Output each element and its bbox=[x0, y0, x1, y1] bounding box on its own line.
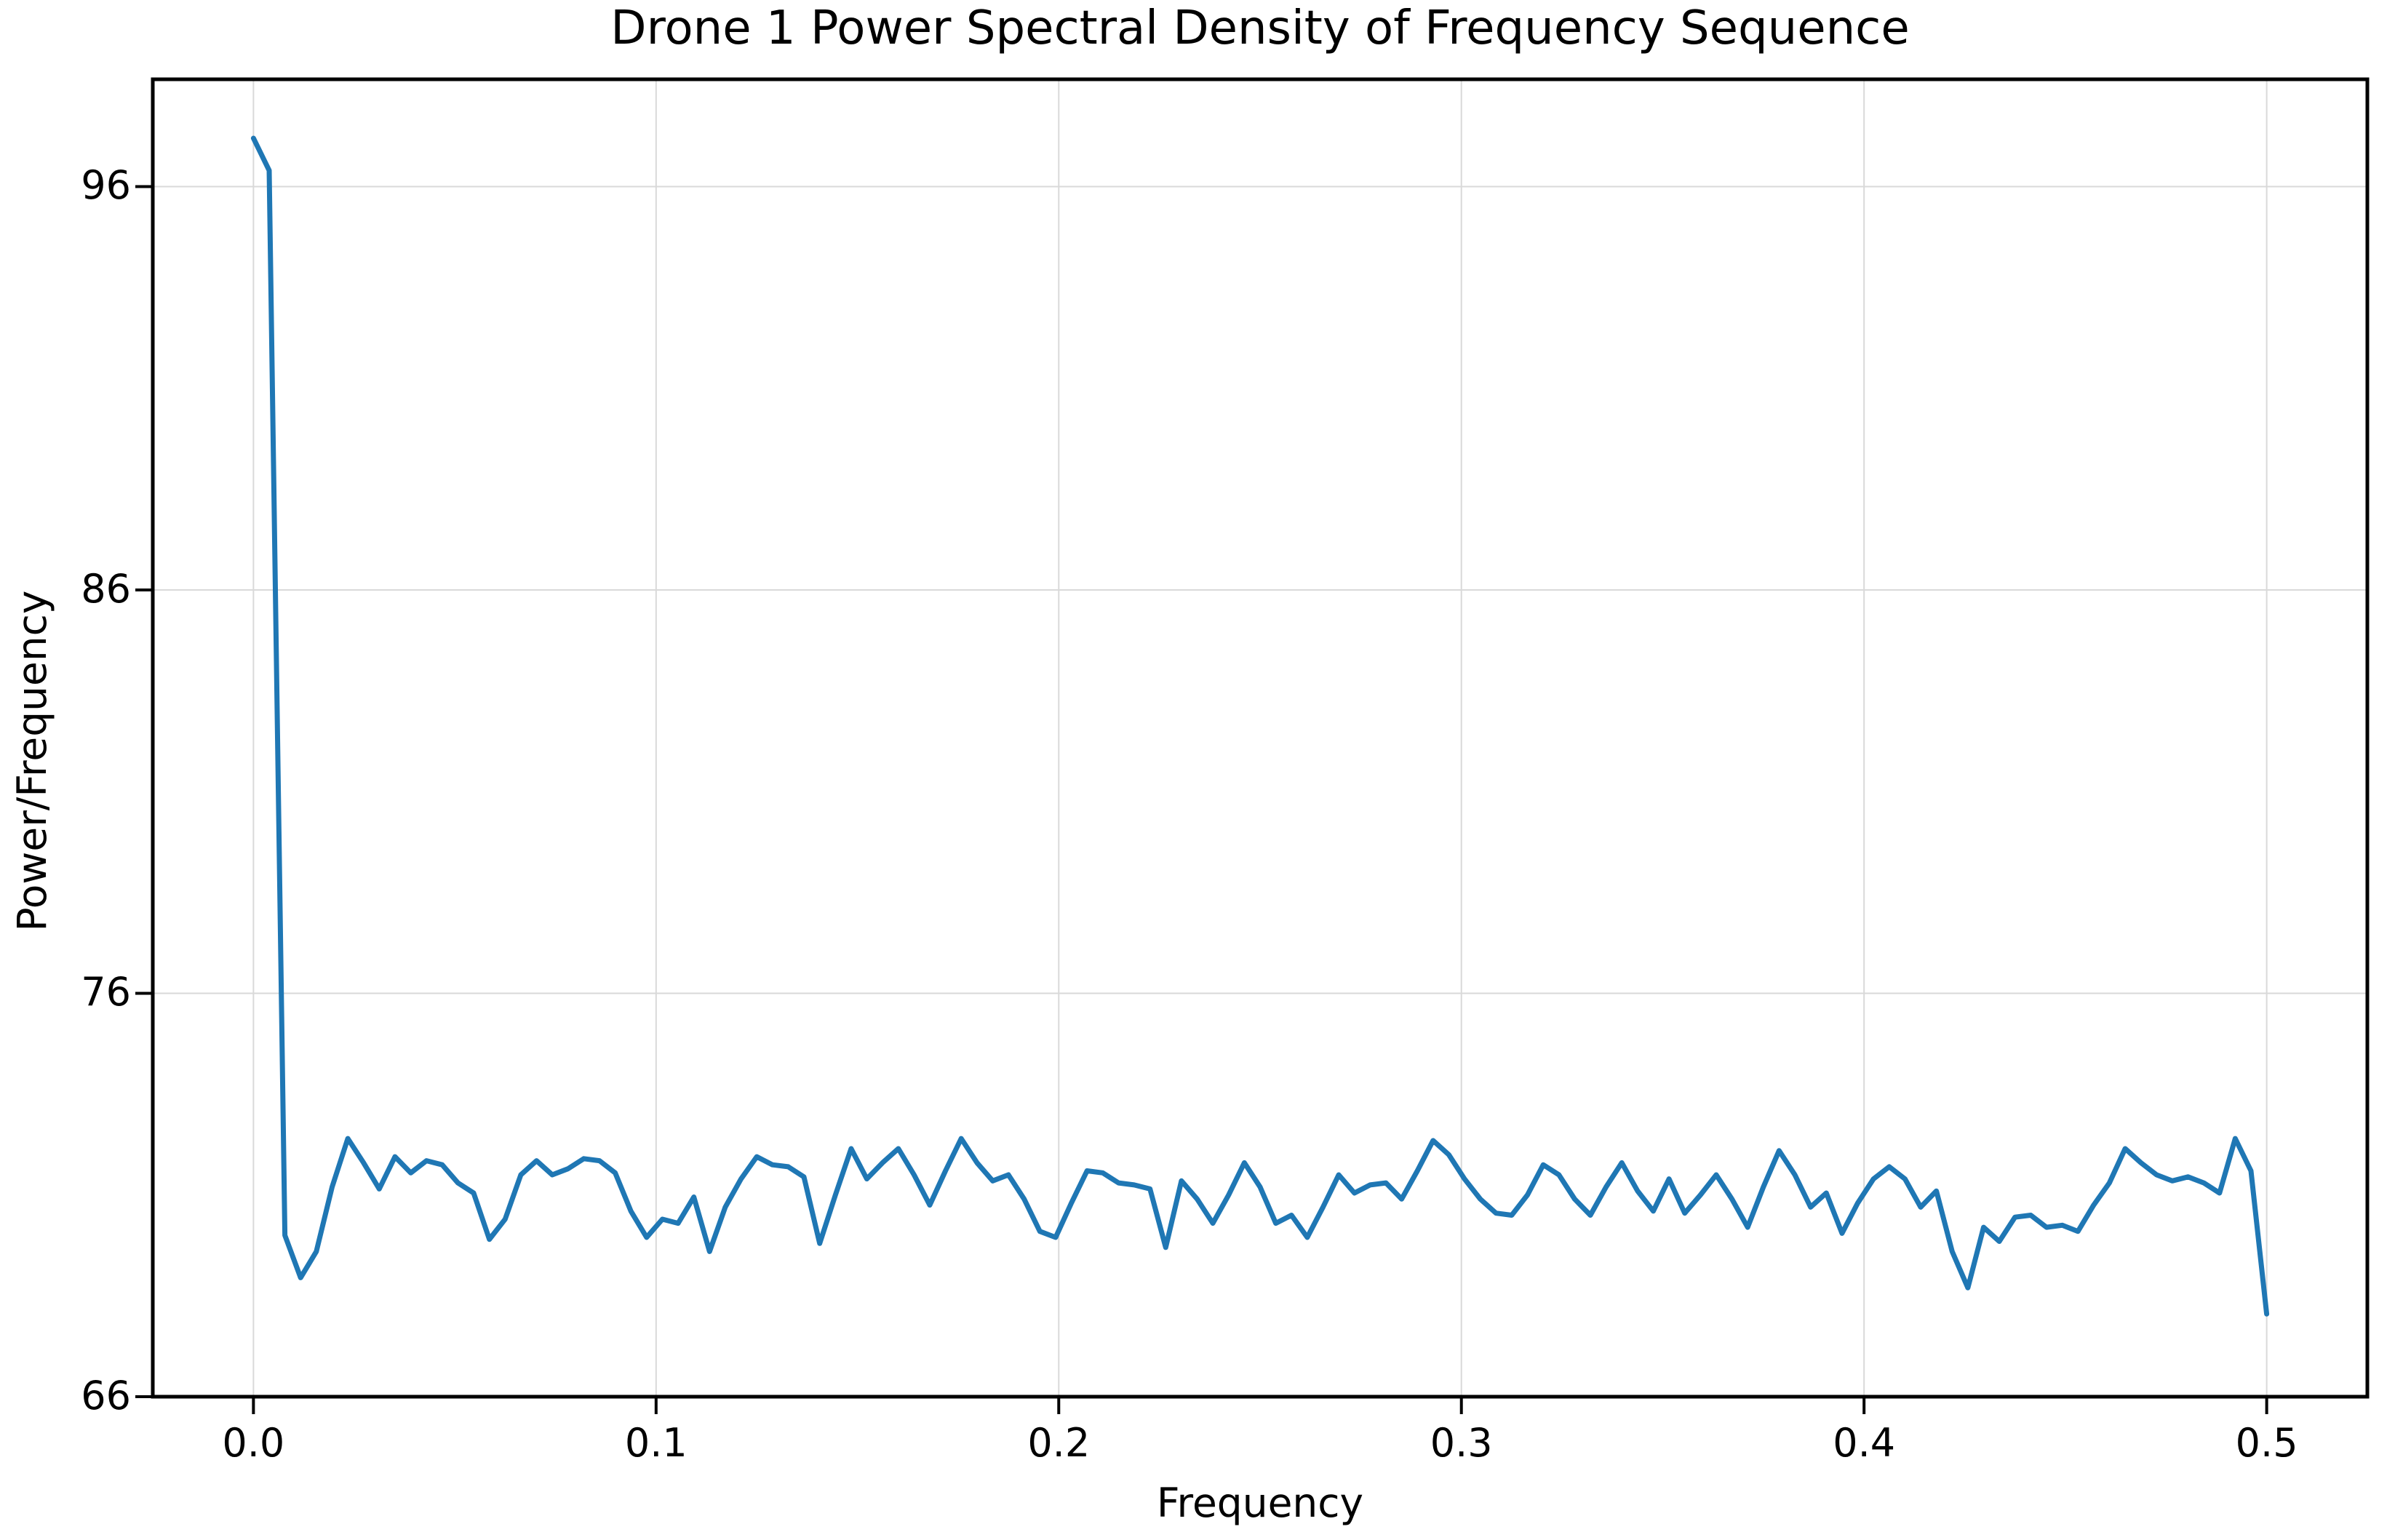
psd-line bbox=[250, 135, 2270, 1317]
plot-spines bbox=[151, 77, 2370, 1399]
y-tick-label: 96 bbox=[81, 162, 131, 209]
y-tick-label: 66 bbox=[81, 1373, 131, 1419]
x-tick-label: 0.0 bbox=[222, 1420, 285, 1466]
y-axis-label: Power/Frequency bbox=[9, 590, 55, 932]
x-tick-label: 0.1 bbox=[624, 1420, 688, 1466]
tick-marks bbox=[135, 185, 2268, 1414]
x-tick-label: 0.2 bbox=[1027, 1420, 1091, 1466]
x-axis-label: Frequency bbox=[1156, 1480, 1364, 1526]
x-tick-label: 0.5 bbox=[2235, 1420, 2298, 1466]
x-tick-label: 0.4 bbox=[1833, 1420, 1896, 1466]
y-tick-label: 86 bbox=[81, 565, 131, 612]
gridlines bbox=[153, 79, 2367, 1397]
x-tick-label: 0.3 bbox=[1430, 1420, 1493, 1466]
chart-title: Drone 1 Power Spectral Density of Freque… bbox=[610, 1, 1910, 55]
y-tick-label: 76 bbox=[81, 969, 131, 1016]
